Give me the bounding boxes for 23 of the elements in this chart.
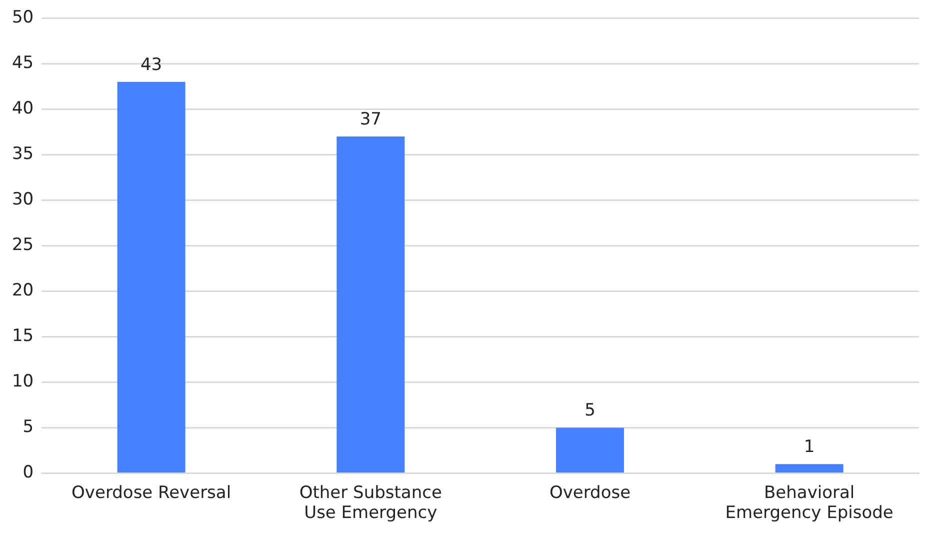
y-tick-label: 45: [12, 53, 34, 74]
bar: [556, 428, 624, 472]
data-label: 1: [804, 437, 815, 458]
y-tick-label: 50: [12, 8, 34, 28]
x-tick-label: Other Substance Use Emergency: [299, 482, 442, 524]
bar: [775, 464, 844, 472]
y-tick-label: 20: [12, 280, 34, 301]
y-tick-label: 35: [12, 144, 34, 164]
data-label: 43: [140, 54, 162, 75]
y-tick-label: 5: [22, 417, 34, 438]
x-tick-label: Overdose: [549, 482, 631, 503]
y-tick-label: 25: [12, 235, 34, 256]
data-label: 5: [584, 400, 596, 421]
bar: [117, 82, 186, 472]
y-tick-label: 10: [12, 372, 34, 392]
y-tick-label: 0: [22, 462, 34, 483]
bar: [336, 136, 405, 472]
y-tick-label: 40: [12, 98, 34, 119]
x-tick-label: Behavioral Emergency Episode: [725, 482, 894, 524]
data-label: 37: [360, 109, 382, 130]
y-tick-label: 30: [12, 190, 34, 210]
x-tick-label: Overdose Reversal: [72, 482, 232, 503]
y-tick-label: 15: [12, 326, 34, 346]
